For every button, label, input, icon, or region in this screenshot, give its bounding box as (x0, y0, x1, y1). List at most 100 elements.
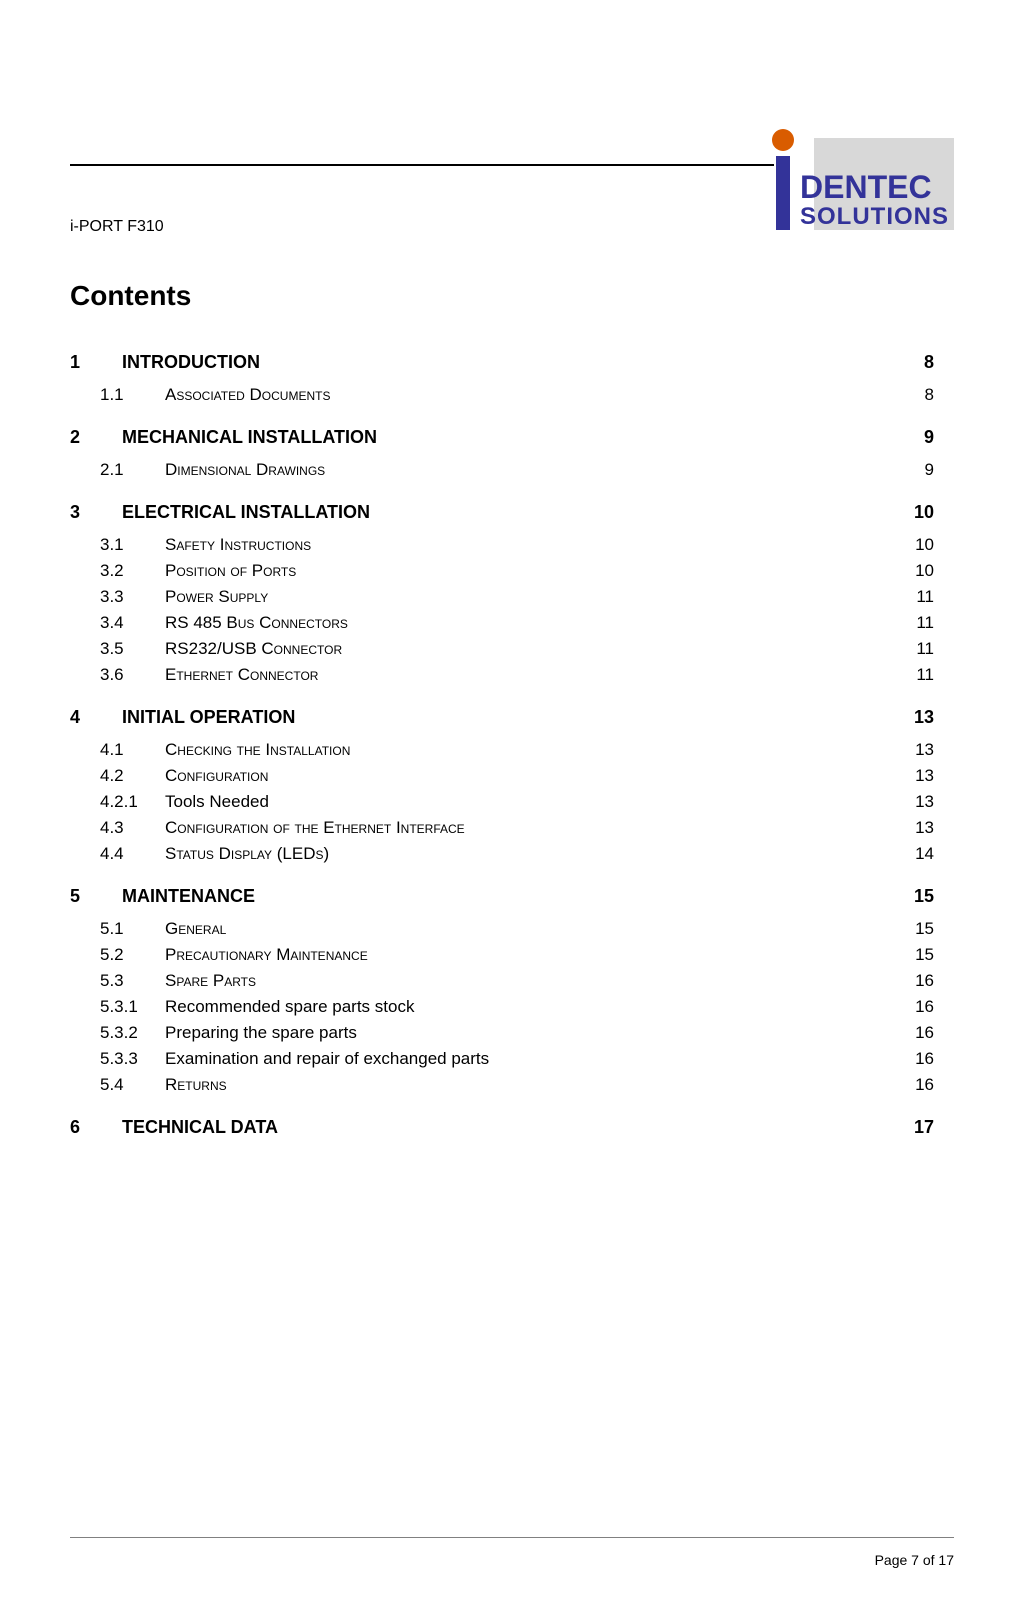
contents-area: Contents 1INTRODUCTION81.1Associated Doc… (70, 280, 934, 1138)
toc-entry: 6TECHNICAL DATA17 (70, 1117, 934, 1138)
toc-page: 9 (921, 460, 934, 480)
toc-title: Returns (165, 1075, 227, 1095)
toc-entry: 5MAINTENANCE 15 (70, 886, 934, 907)
toc-number: 4.4 (70, 844, 165, 864)
toc-entry: 5.3Spare Parts 16 (70, 971, 934, 991)
page-header: i-PORT F310 DENTEC SOLUTIONS (70, 120, 954, 240)
toc-number: 2 (70, 427, 122, 448)
toc-page: 16 (911, 1049, 934, 1069)
toc-title: INITIAL OPERATION (122, 707, 295, 728)
toc-page: 10 (911, 561, 934, 581)
toc-entry: 4.4Status Display (LEDs) 14 (70, 844, 934, 864)
toc-entry: 1.1Associated Documents 8 (70, 385, 934, 405)
toc-page: 13 (911, 818, 934, 838)
toc-entry: 3.6Ethernet Connector11 (70, 665, 934, 685)
toc-page: 16 (911, 971, 934, 991)
toc-number: 1.1 (70, 385, 165, 405)
toc-number: 5.4 (70, 1075, 165, 1095)
toc-number: 3.5 (70, 639, 165, 659)
toc-page: 13 (910, 707, 934, 728)
toc-title: ELECTRICAL INSTALLATION (122, 502, 370, 523)
logo-text-1: DENTEC (800, 169, 932, 205)
toc-title: Associated Documents (165, 385, 330, 405)
toc-title: Safety Instructions (165, 535, 311, 555)
toc-page: 10 (911, 535, 934, 555)
toc-number: 2.1 (70, 460, 165, 480)
toc-page: 15 (911, 945, 934, 965)
toc-number: 3.3 (70, 587, 165, 607)
toc-title: Recommended spare parts stock (165, 997, 414, 1017)
toc-entry: 3ELECTRICAL INSTALLATION 10 (70, 502, 934, 523)
toc-entry: 3.4RS 485 Bus Connectors11 (70, 613, 934, 633)
toc-title: Checking the Installation (165, 740, 350, 760)
toc-entry: 1INTRODUCTION 8 (70, 352, 934, 373)
toc-entry: 2MECHANICAL INSTALLATION 9 (70, 427, 934, 448)
toc-number: 3.4 (70, 613, 165, 633)
toc-page: 8 (920, 352, 934, 373)
toc-title: Spare Parts (165, 971, 256, 991)
toc-title: General (165, 919, 226, 939)
header-divider (70, 164, 774, 166)
toc-title: Precautionary Maintenance (165, 945, 368, 965)
toc-entry: 3.3Power Supply11 (70, 587, 934, 607)
toc-number: 3.1 (70, 535, 165, 555)
toc-title: Tools Needed (165, 792, 269, 812)
toc-title: RS232/USB Connector (165, 639, 342, 659)
toc-number: 1 (70, 352, 122, 373)
toc-entry: 5.3.1Recommended spare parts stock 16 (70, 997, 934, 1017)
toc-number: 4.1 (70, 740, 165, 760)
toc-page: 17 (910, 1117, 934, 1138)
toc-number: 5.2 (70, 945, 165, 965)
toc-number: 5.3.2 (70, 1023, 165, 1043)
toc-entry: 4.1Checking the Installation 13 (70, 740, 934, 760)
toc-title: Dimensional Drawings (165, 460, 325, 480)
toc-page: 10 (910, 502, 934, 523)
toc-page: 16 (911, 997, 934, 1017)
toc-number: 6 (70, 1117, 122, 1138)
toc-number: 5 (70, 886, 122, 907)
table-of-contents: 1INTRODUCTION81.1Associated Documents82M… (70, 352, 934, 1138)
toc-number: 4.3 (70, 818, 165, 838)
page-number: Page 7 of 17 (875, 1552, 954, 1568)
toc-title: MAINTENANCE (122, 886, 255, 907)
toc-title: INTRODUCTION (122, 352, 260, 373)
toc-number: 5.3.1 (70, 997, 165, 1017)
toc-number: 5.1 (70, 919, 165, 939)
toc-entry: 5.3.3Examination and repair of exchanged… (70, 1049, 934, 1069)
toc-page: 13 (911, 766, 934, 786)
toc-page: 9 (920, 427, 934, 448)
toc-number: 4 (70, 707, 122, 728)
toc-page: 14 (911, 844, 934, 864)
toc-title: Status Display (LEDs) (165, 844, 329, 864)
toc-title: Preparing the spare parts (165, 1023, 357, 1043)
toc-number: 4.2 (70, 766, 165, 786)
toc-entry: 3.1Safety Instructions 10 (70, 535, 934, 555)
toc-number: 4.2.1 (70, 792, 165, 812)
toc-title: Examination and repair of exchanged part… (165, 1049, 489, 1069)
toc-page: 16 (911, 1023, 934, 1043)
footer-divider (70, 1537, 954, 1538)
document-id: i-PORT F310 (70, 218, 164, 240)
toc-page: 15 (910, 886, 934, 907)
toc-entry: 2.1Dimensional Drawings 9 (70, 460, 934, 480)
toc-entry: 4.2Configuration13 (70, 766, 934, 786)
toc-page: 15 (911, 919, 934, 939)
toc-title: MECHANICAL INSTALLATION (122, 427, 377, 448)
toc-number: 5.3.3 (70, 1049, 165, 1069)
toc-entry: 4.2.1Tools Needed13 (70, 792, 934, 812)
toc-page: 11 (912, 639, 934, 659)
toc-title: Ethernet Connector (165, 665, 318, 685)
toc-page: 13 (911, 740, 934, 760)
toc-entry: 3.2Position of Ports10 (70, 561, 934, 581)
toc-number: 5.3 (70, 971, 165, 991)
toc-title: Position of Ports (165, 561, 296, 581)
toc-entry: 5.2Precautionary Maintenance 15 (70, 945, 934, 965)
toc-entry: 4.3Configuration of the Ethernet Interfa… (70, 818, 934, 838)
toc-entry: 4INITIAL OPERATION 13 (70, 707, 934, 728)
toc-page: 8 (921, 385, 934, 405)
toc-entry: 5.4Returns16 (70, 1075, 934, 1095)
toc-number: 3 (70, 502, 122, 523)
toc-entry: 5.3.2Preparing the spare parts 16 (70, 1023, 934, 1043)
toc-entry: 5.1General 15 (70, 919, 934, 939)
toc-title: RS 485 Bus Connectors (165, 613, 348, 633)
